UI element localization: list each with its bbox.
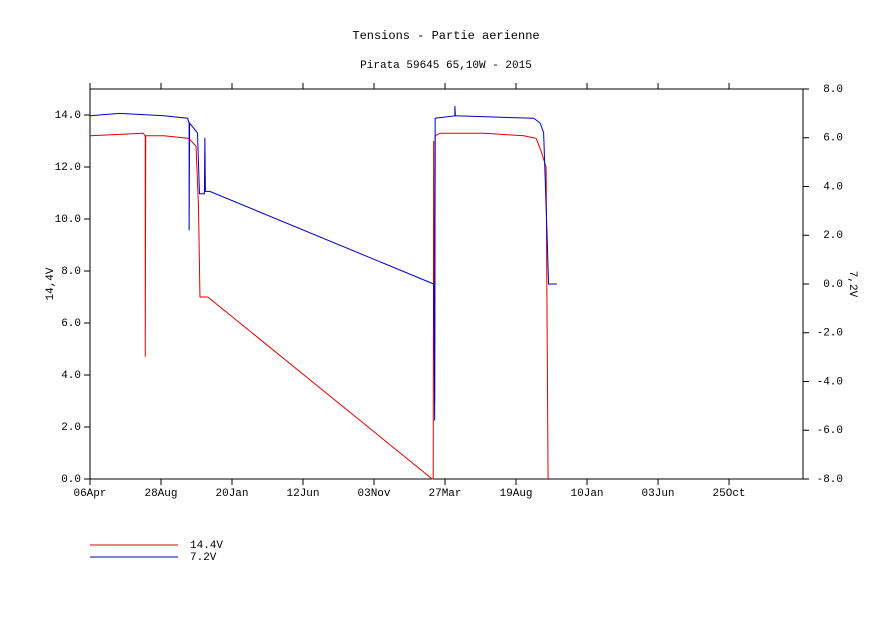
x-tick-label: 10Jan bbox=[571, 488, 604, 500]
x-tick-label: 25Oct bbox=[713, 488, 746, 500]
y2-tick-label: -8.0 bbox=[817, 474, 843, 486]
chart-subtitle: Pirata 59645 65,10W - 2015 bbox=[360, 60, 532, 72]
x-tick-label: 03Nov bbox=[358, 488, 391, 500]
y2-tick-label: -6.0 bbox=[817, 425, 843, 437]
series-line bbox=[89, 132, 549, 480]
y2-tick-label: 0.0 bbox=[823, 279, 843, 291]
x-tick-label: 12Jun bbox=[287, 488, 320, 500]
y-axis-label: 14,4V bbox=[45, 267, 57, 300]
y-tick-label: 8.0 bbox=[61, 266, 81, 278]
y2-axis-label: 7,2V bbox=[846, 271, 858, 298]
y2-tick-label: 6.0 bbox=[823, 133, 843, 145]
y-tick-label: 6.0 bbox=[61, 318, 81, 330]
chart-title: Tensions - Partie aerienne bbox=[352, 29, 539, 43]
x-tick-label: 06Apr bbox=[73, 488, 106, 500]
y-tick-label: 10.0 bbox=[55, 214, 81, 226]
y2-tick-label: 8.0 bbox=[823, 84, 843, 96]
y-tick-label: 4.0 bbox=[61, 370, 81, 382]
x-tick-label: 19Aug bbox=[500, 488, 533, 500]
legend-label: 7.2V bbox=[190, 552, 217, 564]
x-tick-label: 20Jan bbox=[216, 488, 249, 500]
y2-tick-label: 4.0 bbox=[823, 181, 843, 193]
series-line bbox=[89, 106, 557, 421]
x-tick-label: 27Mar bbox=[429, 488, 462, 500]
x-tick-label: 03Jun bbox=[642, 488, 675, 500]
y2-tick-label: -4.0 bbox=[817, 376, 843, 388]
plot-frame bbox=[89, 88, 804, 480]
y-tick-label: 14.0 bbox=[55, 110, 81, 122]
y2-tick-label: -2.0 bbox=[817, 328, 843, 340]
x-tick-label: 28Aug bbox=[144, 488, 177, 500]
y-tick-label: 12.0 bbox=[55, 162, 81, 174]
legend-label: 14.4V bbox=[190, 540, 223, 552]
y2-tick-label: 2.0 bbox=[823, 230, 843, 242]
y-tick-label: 0.0 bbox=[61, 474, 81, 486]
y-tick-label: 2.0 bbox=[61, 422, 81, 434]
